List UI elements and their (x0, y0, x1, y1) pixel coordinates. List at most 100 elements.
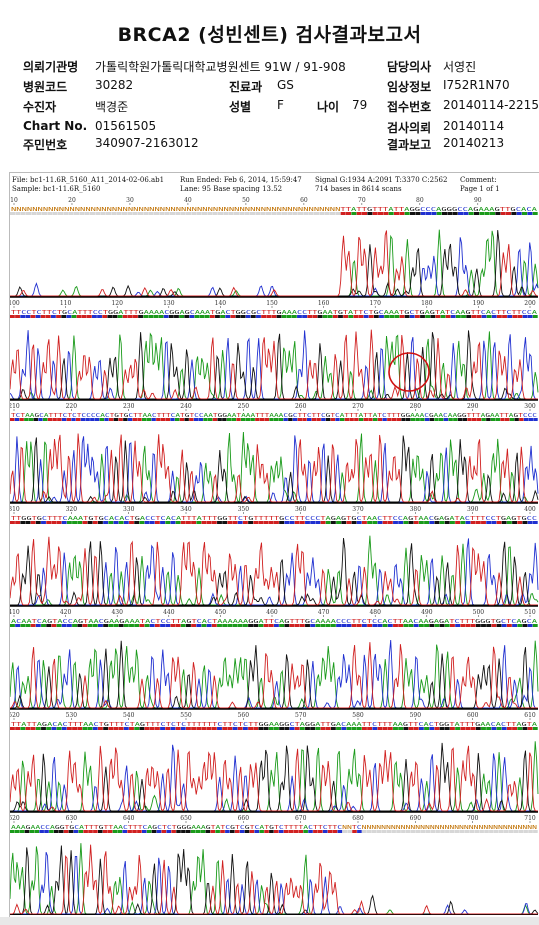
base-call: T (349, 413, 355, 419)
base-call: G (218, 413, 224, 419)
quality-bar (123, 418, 128, 421)
base-call: T (454, 516, 460, 522)
base-call: A (439, 516, 445, 522)
quality-bar (528, 830, 533, 833)
base-call: A (287, 310, 293, 316)
quality-bar (103, 521, 109, 524)
base-call: C (74, 825, 79, 831)
quality-bar (199, 315, 205, 318)
base-call: N (107, 207, 112, 213)
base-call: A (424, 516, 430, 522)
quality-bar (442, 212, 448, 215)
base-call: A (228, 619, 234, 625)
quality-bar (351, 212, 357, 215)
quality-bar (99, 418, 104, 421)
quality-bar (31, 212, 37, 215)
base-call: C (379, 310, 384, 316)
quality-bar (481, 521, 486, 524)
base-call: C (465, 516, 470, 522)
receipt-no-value: 20140114-22153 (443, 98, 539, 112)
base-call: T (368, 413, 374, 419)
base-call: N (101, 207, 106, 213)
base-call: C (321, 413, 326, 419)
quality-bar (15, 521, 21, 524)
base-call: A (486, 310, 492, 316)
quality-bar (486, 624, 492, 627)
base-call: C (233, 722, 238, 728)
base-call: T (207, 516, 213, 522)
base-call: T (213, 413, 219, 419)
base-call: T (109, 722, 115, 728)
quality-bar (418, 521, 424, 524)
base-call: C (166, 619, 171, 625)
base-call: N (59, 207, 64, 213)
quality-bar (455, 624, 461, 627)
base-call: A (454, 722, 460, 728)
base-call: T (16, 310, 22, 316)
base-call: A (274, 722, 280, 728)
base-call: T (11, 413, 17, 419)
quality-bar (465, 727, 471, 730)
quality-bar (311, 418, 317, 421)
quality-bar (511, 212, 517, 215)
base-call: C (240, 825, 245, 831)
quality-bar (81, 315, 87, 318)
chromatogram-page: File: bc1-11.6R_5160_A11_2014-02-06.ab1 … (9, 172, 539, 918)
quality-bar (10, 727, 15, 730)
base-call: G (420, 310, 426, 316)
quality-bar (297, 418, 302, 421)
quality-bar (168, 315, 174, 318)
quality-bar (406, 830, 411, 833)
base-call: A (448, 413, 454, 419)
base-call: A (130, 619, 136, 625)
trace-comment: Comment: (460, 176, 497, 184)
quality-bar (382, 624, 388, 627)
base-call: A (274, 413, 280, 419)
quality-bar (382, 521, 388, 524)
quality-bar (460, 727, 466, 730)
base-call: C (72, 413, 77, 419)
quality-bar (346, 521, 352, 524)
trace-curve-t (10, 536, 538, 606)
base-call: C (42, 516, 47, 522)
quality-bar (66, 624, 72, 627)
base-call: A (191, 825, 197, 831)
quality-bar (73, 830, 79, 833)
quality-bar (118, 727, 124, 730)
base-call: C (387, 619, 392, 625)
base-call: C (337, 825, 342, 831)
base-call: A (238, 619, 244, 625)
quality-bar (434, 624, 440, 627)
base-call: T (362, 207, 368, 213)
quality-bar (151, 830, 157, 833)
base-call: A (516, 722, 522, 728)
quality-bar (501, 727, 507, 730)
clinical-info-label: 임상정보 (387, 80, 432, 94)
base-call: N (469, 825, 474, 831)
quality-bar (283, 418, 288, 421)
position-tick-label: 560 (238, 712, 250, 719)
quality-bar (413, 727, 419, 730)
quality-bar (336, 727, 341, 730)
quality-bar (94, 418, 100, 421)
quality-bar (522, 624, 528, 627)
base-call: N (386, 825, 391, 831)
quality-bar (320, 624, 326, 627)
quality-bar (143, 212, 149, 215)
base-call: T (269, 619, 275, 625)
base-call: A (243, 619, 249, 625)
position-tick-label: 40 (184, 197, 192, 204)
base-call: T (145, 722, 151, 728)
base-call: T (396, 413, 402, 419)
position-tick-label: 390 (467, 506, 479, 513)
quality-bar (175, 727, 181, 730)
base-call: A (300, 722, 306, 728)
quality-bar (266, 212, 272, 215)
quality-bar (486, 727, 492, 730)
quality-bar (532, 212, 538, 215)
quality-bar (491, 624, 497, 627)
quality-bar (35, 624, 41, 627)
base-call: G (522, 722, 528, 728)
quality-bar (517, 315, 523, 318)
quality-bar (455, 315, 461, 318)
